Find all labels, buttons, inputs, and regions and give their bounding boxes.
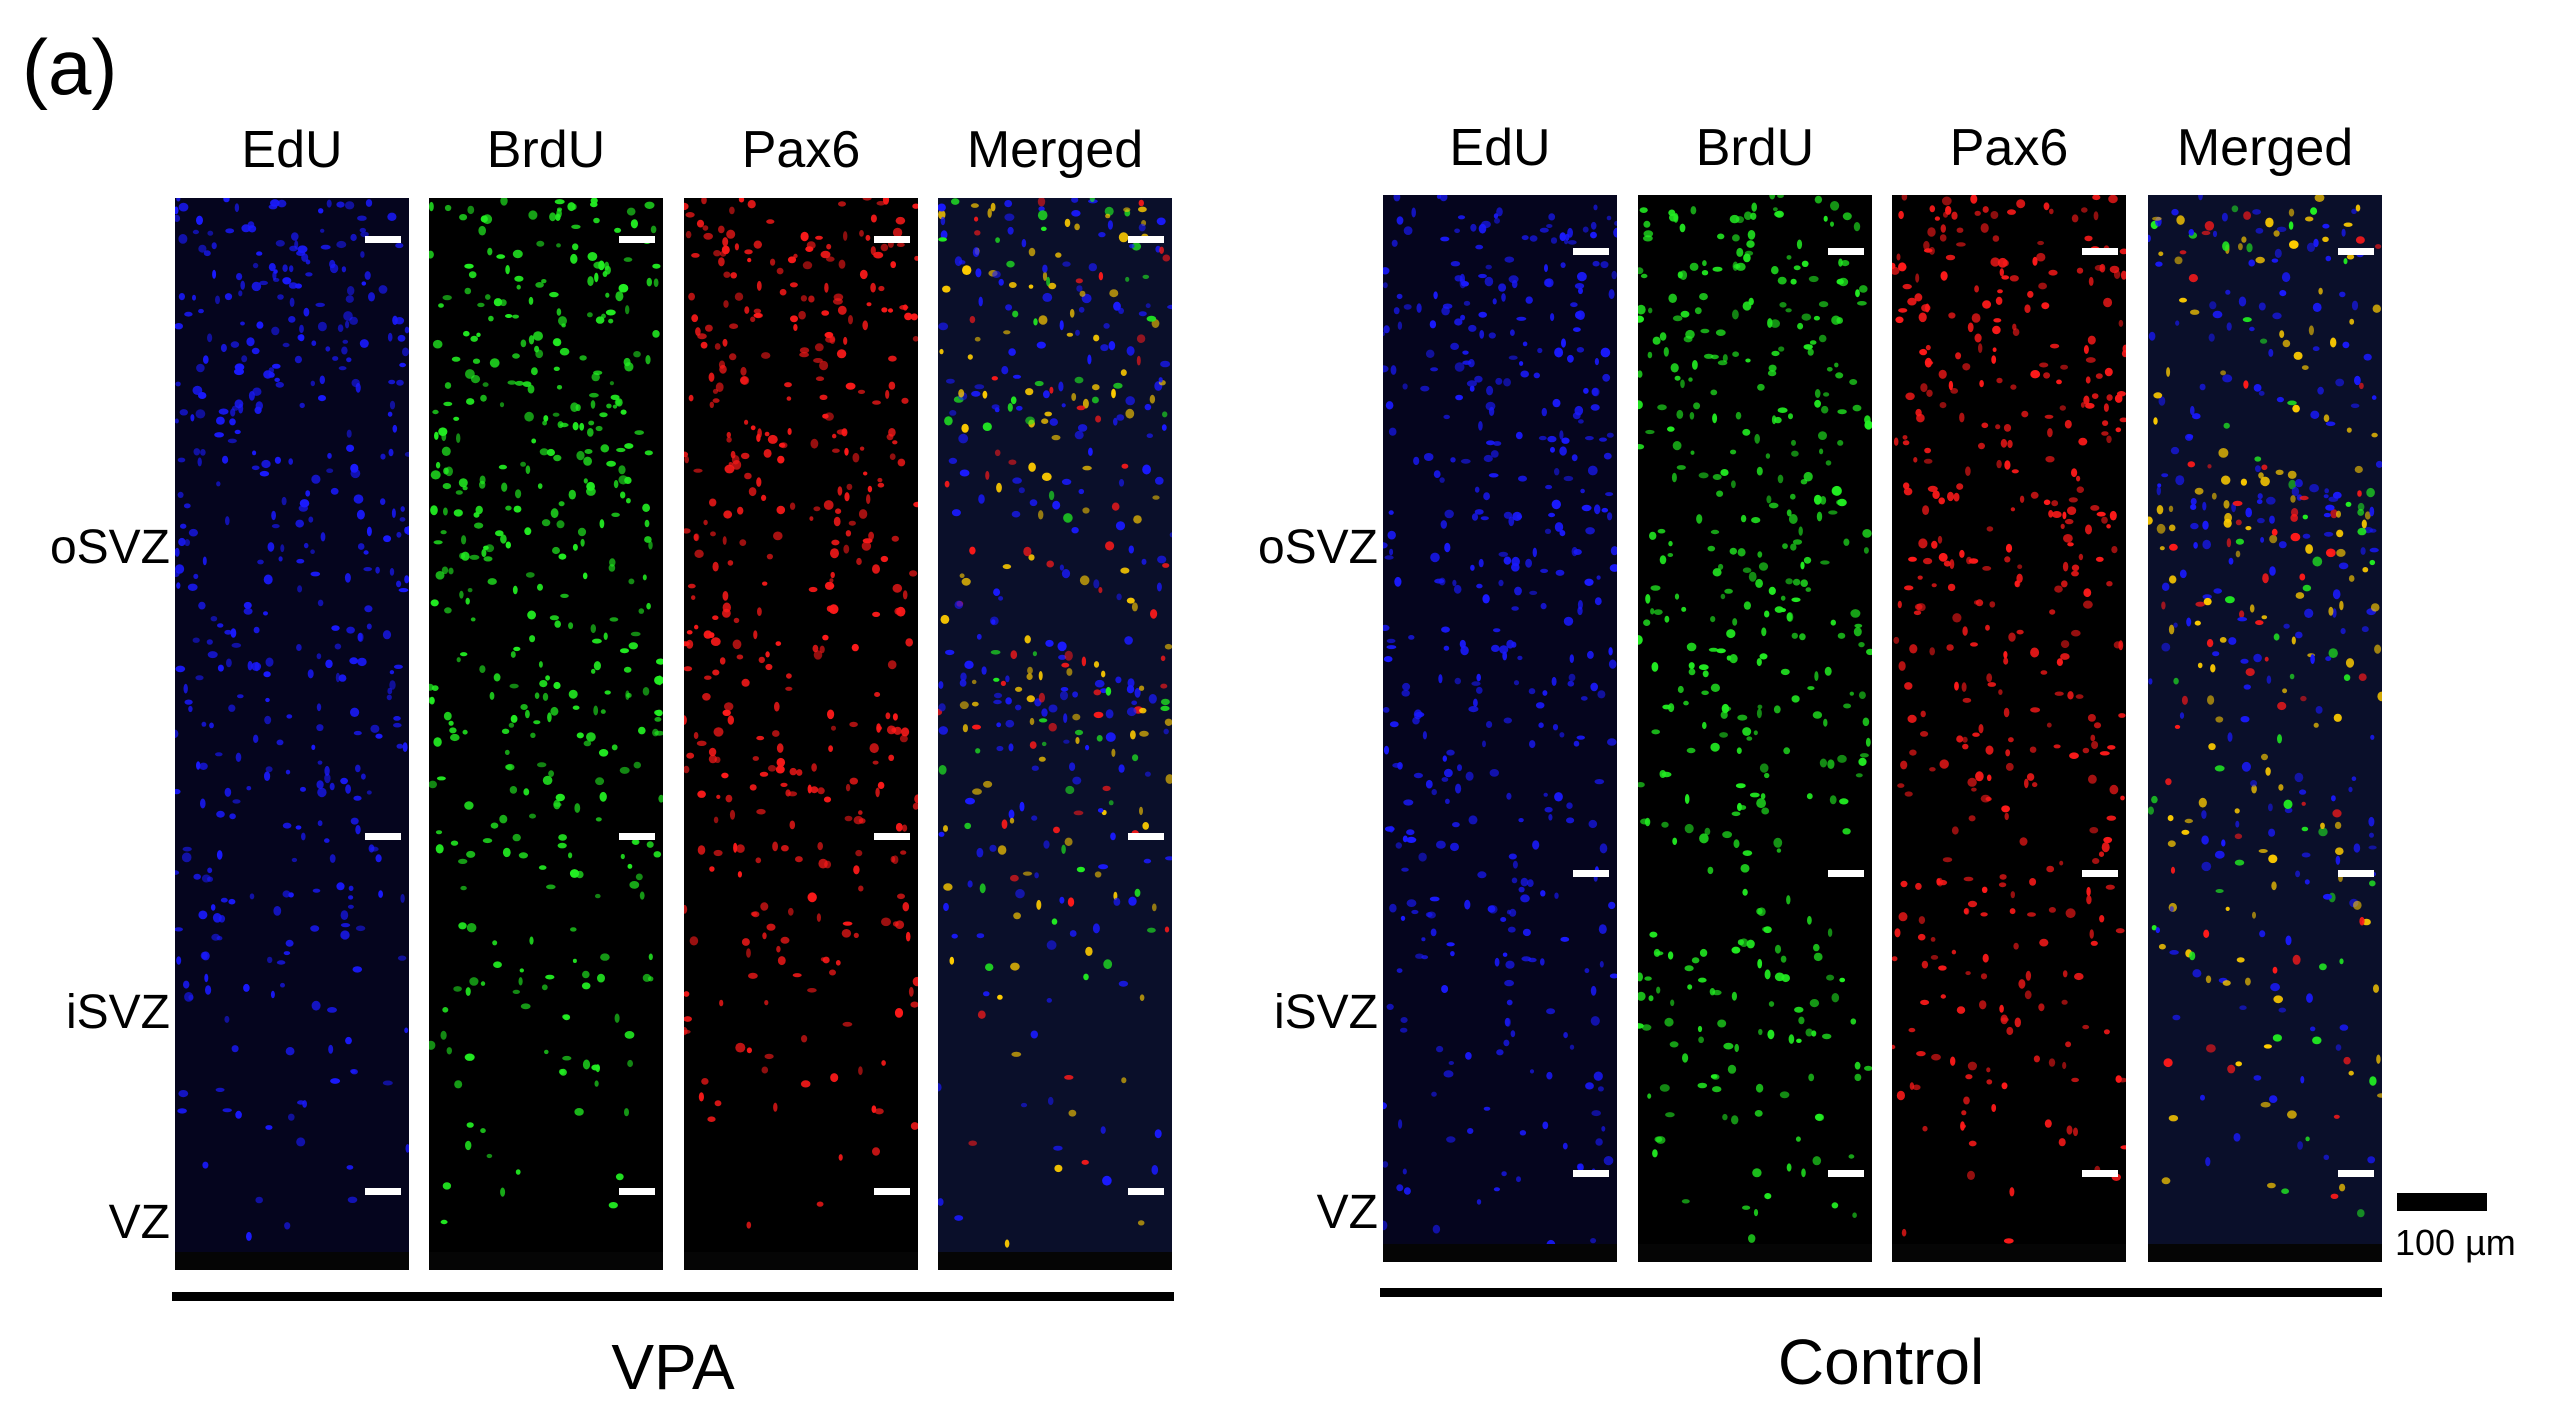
vpa-zone-label-vz: VZ [108,1196,170,1249]
vpa-zone-boundary-tick [619,833,655,840]
control-edu-image [1383,195,1617,1262]
control-brdu-image [1638,195,1872,1262]
control-zone-boundary-tick [2338,1170,2374,1177]
control-column-title-merged: Merged [2176,119,2354,177]
control-zone-label-isvz: iSVZ [1273,986,1378,1039]
control-merged-image [2148,195,2382,1262]
vpa-column-title-brdu: BrdU [486,121,606,179]
control-column-title-pax6: Pax6 [1949,119,2069,177]
control-zone-label-osvz: oSVZ [1257,521,1378,574]
vpa-pax6-image [684,198,918,1270]
vpa-zone-label-osvz: oSVZ [49,521,170,574]
control-zone-boundary-tick [2082,248,2118,255]
control-zone-boundary-tick [1828,870,1864,877]
vpa-column-title-merged: Merged [966,121,1144,179]
control-zone-boundary-tick [1573,1170,1609,1177]
control-zone-boundary-tick [2338,248,2374,255]
vpa-group-title: VPA [611,1331,735,1403]
control-zone-boundary-tick [1573,248,1609,255]
panel-label: (a) [22,23,118,111]
scale-bar-label: 100 µm [2395,1222,2516,1263]
vpa-merged-image [938,198,1172,1270]
vpa-zone-boundary-tick [874,236,910,243]
vpa-zone-boundary-tick [1128,1188,1164,1195]
vpa-zone-boundary-tick [365,236,401,243]
control-pax6-image [1892,195,2126,1262]
vpa-zone-boundary-tick [619,236,655,243]
vpa-zone-label-isvz: iSVZ [65,986,170,1039]
vpa-zone-boundary-tick [619,1188,655,1195]
control-zone-label-vz: VZ [1316,1186,1378,1239]
vpa-zone-boundary-tick [365,833,401,840]
vpa-group-bracket [172,1292,1174,1301]
control-group-title: Control [1777,1326,1985,1398]
vpa-column-title-pax6: Pax6 [741,121,861,179]
control-zone-boundary-tick [2082,1170,2118,1177]
vpa-zone-boundary-tick [1128,833,1164,840]
scale-bar [2397,1193,2487,1211]
vpa-column-title-edu: EdU [241,121,343,179]
control-zone-boundary-tick [2082,870,2118,877]
control-zone-boundary-tick [2338,870,2374,877]
vpa-zone-boundary-tick [1128,236,1164,243]
vpa-brdu-image [429,198,663,1270]
control-group-bracket [1380,1288,2382,1297]
control-zone-boundary-tick [1828,248,1864,255]
control-zone-boundary-tick [1573,870,1609,877]
control-column-title-brdu: BrdU [1695,119,1815,177]
control-zone-boundary-tick [1828,1170,1864,1177]
vpa-zone-boundary-tick [365,1188,401,1195]
vpa-zone-boundary-tick [874,833,910,840]
vpa-edu-image [175,198,409,1270]
vpa-zone-boundary-tick [874,1188,910,1195]
control-column-title-edu: EdU [1449,119,1551,177]
